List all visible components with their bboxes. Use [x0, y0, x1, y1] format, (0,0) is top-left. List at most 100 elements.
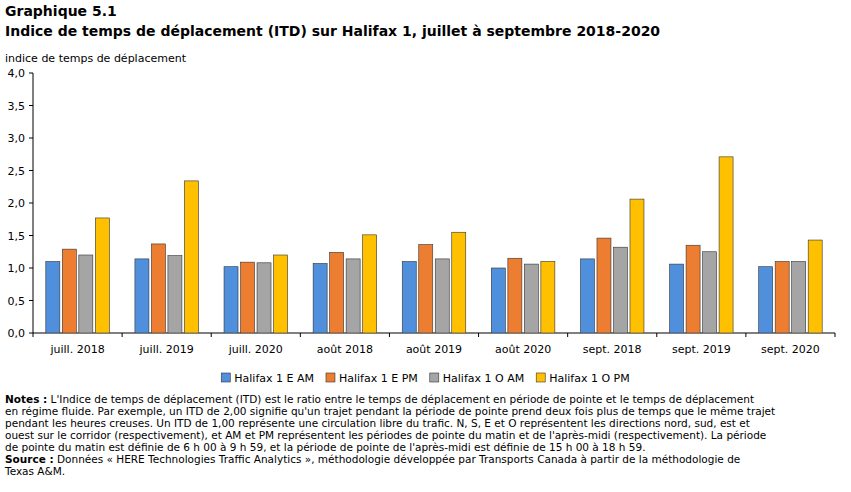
bar: [792, 262, 806, 334]
x-tick-label: sept. 2019: [672, 343, 731, 356]
subtitle: Indice de temps de déplacement (ITD) sur…: [5, 23, 660, 39]
bar: [402, 262, 416, 334]
notes-line: en régime fluide. Par exemple, un ITD de…: [5, 405, 775, 417]
legend-swatch: [430, 373, 439, 382]
x-tick-label: août 2018: [317, 343, 373, 356]
bar: [808, 240, 822, 333]
bar: [313, 263, 327, 333]
notes-text: ouest sur le corridor (respectivement), …: [5, 429, 766, 441]
y-tick: [29, 170, 33, 171]
x-tick: [300, 333, 301, 337]
bar: [79, 255, 93, 333]
x-tick: [745, 333, 746, 337]
source-label: Source :: [5, 453, 54, 465]
x-tick-label: sept. 2020: [761, 343, 820, 356]
x-tick: [567, 333, 568, 337]
bar: [759, 267, 773, 333]
bar: [613, 247, 627, 333]
legend: Halifax 1 E AM Halifax 1 E PM Halifax 1 O …: [221, 372, 629, 385]
title: Graphique 5.1: [5, 3, 117, 19]
bar: [703, 252, 717, 333]
y-tick-label: 3,5: [8, 100, 26, 113]
source-text: Données « HERE Technologies Traffic Anal…: [54, 453, 741, 465]
x-tick: [389, 333, 390, 337]
y-tick-label: 1,0: [8, 262, 26, 275]
bar: [330, 252, 344, 333]
x-tick-label: août 2019: [406, 343, 462, 356]
y-tick: [29, 300, 33, 301]
bar: [686, 245, 700, 333]
x-tick-label: juill. 2018: [49, 343, 104, 356]
x-tick: [33, 333, 34, 337]
y-tick: [29, 105, 33, 106]
y-tick-label: 0,0: [8, 327, 26, 340]
bar: [524, 264, 538, 333]
legend-swatch: [536, 373, 545, 382]
bar: [151, 244, 165, 333]
y-tick: [29, 73, 33, 74]
y-tick-label: 1,5: [8, 230, 26, 243]
y-tick: [29, 203, 33, 204]
source-text: Texas A&M.: [4, 465, 65, 477]
legend-label: Halifax 1 E AM: [234, 372, 314, 385]
bar: [135, 259, 149, 333]
bar: [363, 235, 377, 333]
bar: [719, 157, 733, 333]
y-tick-label: 0,5: [8, 295, 26, 308]
bar: [630, 199, 644, 333]
bar: [184, 181, 198, 333]
notes-line: ouest sur le corridor (respectivement), …: [5, 429, 766, 441]
bar: [241, 262, 255, 333]
x-tick: [835, 333, 836, 337]
bar: [452, 232, 466, 333]
bar: [346, 259, 360, 333]
y-tick-label: 4,0: [8, 67, 26, 80]
notes-label: Notes :: [5, 393, 47, 405]
x-tick: [211, 333, 212, 337]
x-tick-label: juill. 2020: [228, 343, 283, 356]
notes-text: de pointe du matin est définie de 6 h 00…: [5, 441, 646, 453]
bar: [224, 267, 238, 333]
source-line: Texas A&M.: [4, 465, 65, 477]
notes-text: pendant les heures creuses. Un ITD de 1,…: [5, 417, 750, 429]
chart: Graphique 5.1 Indice de temps de déplacem…: [0, 0, 851, 492]
notes-line: Notes : L'Indice de temps de déplacement…: [5, 393, 754, 405]
x-tick: [656, 333, 657, 337]
legend-swatch: [326, 373, 335, 382]
bar: [508, 258, 522, 333]
bar: [46, 262, 60, 334]
x-tick-label: juill. 2019: [139, 343, 194, 356]
bar: [775, 262, 789, 334]
notes-text: L'Indice de temps de déplacement (ITD) e…: [47, 393, 754, 405]
x-tick: [478, 333, 479, 337]
bar: [274, 255, 288, 333]
bar: [419, 245, 433, 333]
y-tick-label: 2,5: [8, 165, 26, 178]
legend-swatch: [221, 373, 230, 382]
legend-label: Halifax 1 O AM: [443, 372, 524, 385]
bar: [95, 218, 109, 333]
bar: [541, 262, 555, 334]
y-tick-label: 2,0: [8, 197, 26, 210]
y-axis-label: indice de temps de déplacement: [5, 52, 187, 65]
x-tick: [122, 333, 123, 337]
bars: [46, 157, 822, 333]
bar: [168, 256, 182, 333]
bar: [670, 264, 684, 333]
y-tick: [29, 333, 33, 334]
y-tick: [29, 235, 33, 236]
y-tick: [29, 138, 33, 139]
bar: [491, 268, 505, 333]
notes-line: de pointe du matin est définie de 6 h 00…: [5, 441, 646, 453]
y-tick-label: 3,0: [8, 132, 26, 145]
bar: [597, 238, 611, 333]
source-line: Source : Données « HERE Technologies Tra…: [5, 453, 740, 465]
legend-label: Halifax 1 O PM: [549, 372, 630, 385]
bar: [435, 259, 449, 333]
notes-text: en régime fluide. Par exemple, un ITD de…: [5, 405, 775, 417]
bar: [62, 249, 76, 333]
bar: [257, 263, 271, 333]
legend-label: Halifax 1 E PM: [339, 372, 418, 385]
y-tick: [29, 268, 33, 269]
notes-line: pendant les heures creuses. Un ITD de 1,…: [5, 417, 750, 429]
